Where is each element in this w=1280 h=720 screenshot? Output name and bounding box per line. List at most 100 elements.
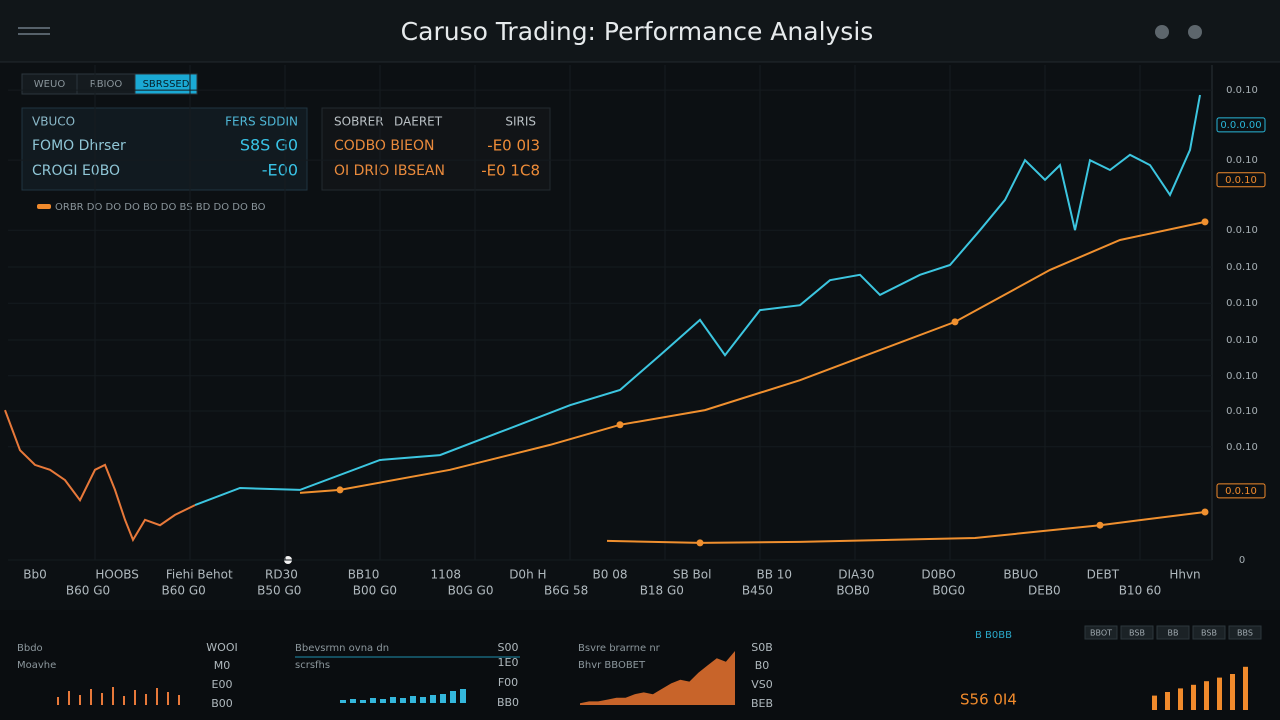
x-tick-label: B00 G0	[353, 584, 397, 598]
side-label: BEB	[751, 697, 773, 710]
price-tag	[1216, 483, 1266, 499]
side-label: 1E0	[498, 656, 519, 669]
value-label: S56 0I4	[960, 691, 1017, 709]
y-tick-label: 0.0.10	[1226, 335, 1258, 346]
label: DAERET	[394, 115, 443, 129]
x-tick-label: B450	[742, 584, 773, 598]
y-tick-label: 0.0.10	[1226, 155, 1258, 166]
mini-bar	[400, 698, 406, 703]
tab[interactable]	[134, 73, 198, 95]
button-label: BSB	[1129, 629, 1145, 638]
button-label: BB	[1168, 629, 1179, 638]
x-tick-label: B60 G0	[162, 584, 206, 598]
price-tag-label: 0.0.10	[1225, 486, 1257, 497]
label: Bhvr BBOBET	[578, 660, 646, 671]
x-tick-label: HOOBS	[95, 568, 139, 582]
mini-area	[580, 651, 735, 705]
label: scrsfhs	[295, 660, 330, 671]
x-tick-label: Fiehi Behot	[166, 568, 233, 582]
info-panel	[321, 107, 551, 191]
side-label: S0B	[751, 641, 773, 654]
label: S8S G0	[240, 136, 298, 155]
series-line	[194, 94, 1201, 507]
x-tick-label: B0 08	[593, 568, 628, 582]
y-tick-label: 0.0.10	[1226, 85, 1258, 96]
mini-bar	[1217, 677, 1222, 710]
legend-swatch	[37, 204, 51, 209]
x-tick-label: SB Bol	[673, 568, 712, 582]
x-tick-label: BB 10	[757, 568, 793, 582]
y-tick-label: 0.0.10	[1226, 406, 1258, 417]
point	[1201, 508, 1209, 516]
label: B B0BB	[975, 630, 1012, 641]
side-label: S00	[498, 641, 519, 654]
mini-bar	[156, 688, 158, 705]
side-label: M0	[214, 659, 231, 672]
side-label: WOOI	[206, 641, 237, 654]
menu-icon[interactable]	[18, 27, 50, 35]
x-tick-label: DIA30	[838, 568, 874, 582]
mini-bar	[178, 695, 180, 705]
x-tick-label: Bb0	[23, 568, 46, 582]
side-label: B00	[211, 697, 233, 710]
label: Bbdo	[17, 643, 43, 654]
label: SIRIS	[505, 115, 536, 129]
label: -E00	[262, 161, 298, 180]
y-tick-label: 0.0.10	[1226, 298, 1258, 309]
mini-bar	[57, 697, 59, 705]
x-tick-label: D0BO	[921, 568, 955, 582]
point	[951, 318, 959, 326]
info-panel	[21, 107, 308, 191]
label: VBUCO	[32, 115, 75, 129]
x-tick-label: D0h H	[509, 568, 546, 582]
y-tick-label: 0.0.10	[1226, 262, 1258, 273]
tab-label: WEUO	[34, 79, 66, 90]
button[interactable]	[1156, 625, 1190, 640]
x-tick-label: BBUO	[1003, 568, 1038, 582]
label: FERS SDDIN	[225, 115, 298, 129]
mini-bar	[360, 700, 366, 703]
mini-bar	[410, 696, 416, 703]
button[interactable]	[1120, 625, 1154, 640]
x-tick-label: B0G0	[932, 584, 965, 598]
x-tick-label: Hhvn	[1169, 568, 1200, 582]
x-tick-label: B50 G0	[257, 584, 301, 598]
x-tick-label: B0G G0	[448, 584, 494, 598]
y-tick-label: 0.0.10	[1226, 371, 1258, 382]
mini-bar	[79, 695, 81, 705]
mini-bar	[167, 692, 169, 705]
mini-bar	[1243, 666, 1248, 710]
series-line	[4, 409, 196, 543]
series-line	[606, 511, 1206, 544]
x-tick-label: B18 G0	[640, 584, 684, 598]
mini-bar	[145, 694, 147, 705]
mini-bar	[1230, 674, 1235, 710]
mini-bar	[112, 687, 114, 705]
button[interactable]	[1084, 625, 1118, 640]
series-line	[299, 220, 1206, 494]
side-label: BB0	[497, 696, 519, 709]
x-tick-label: B6G 58	[544, 584, 588, 598]
side-label: E00	[212, 678, 233, 691]
mini-bar	[1204, 681, 1209, 710]
point	[696, 539, 704, 547]
icon[interactable]	[1155, 25, 1169, 39]
price-tag	[1216, 117, 1266, 133]
x-tick-label: DEB0	[1028, 584, 1061, 598]
mini-bar	[1152, 695, 1157, 710]
legend-note: ORBR DO DO DO BO DO BS BD DO DO BO	[55, 202, 266, 213]
icon[interactable]	[1188, 25, 1202, 39]
side-label: F00	[498, 676, 518, 689]
header-bar	[0, 0, 1280, 62]
tab-label: RBIOO	[90, 79, 123, 90]
label: CODBO BIEON	[334, 138, 434, 154]
mini-bar	[460, 689, 466, 703]
mini-bar	[340, 700, 346, 703]
button[interactable]	[1192, 625, 1226, 640]
x-tick-label: BB10	[348, 568, 380, 582]
mini-bar	[420, 697, 426, 703]
tab-label: SBRSSED	[143, 79, 190, 90]
button[interactable]	[1228, 625, 1262, 640]
point	[1096, 521, 1104, 529]
